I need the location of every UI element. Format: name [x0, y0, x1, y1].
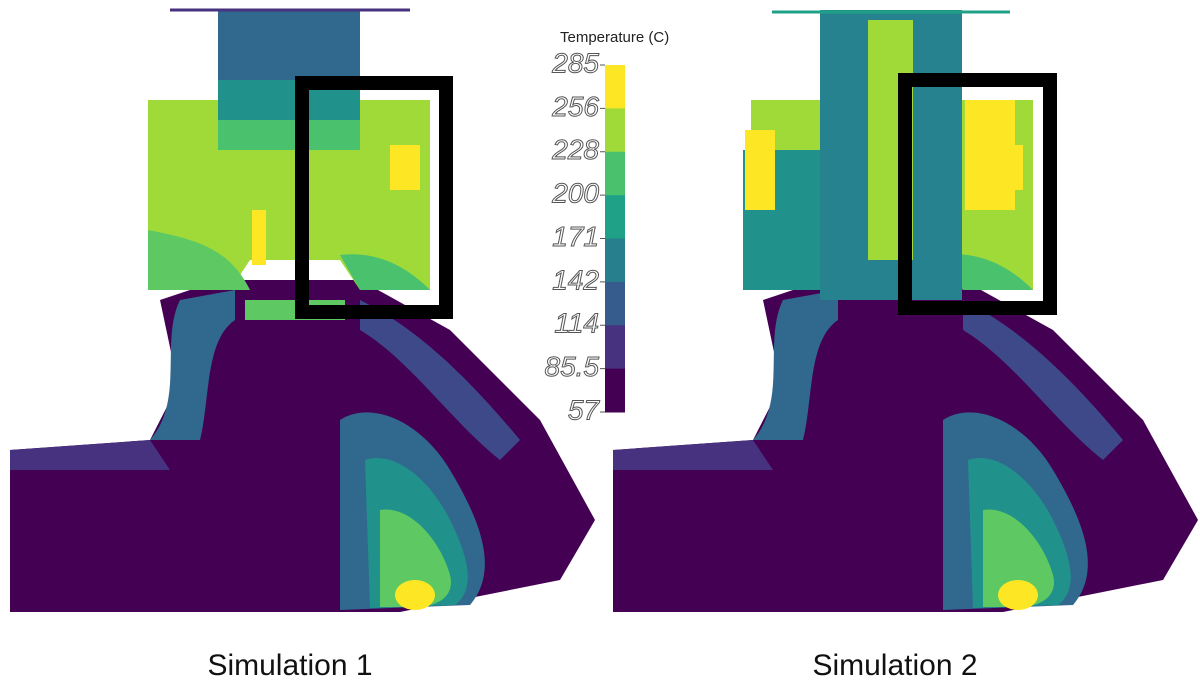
tick-label: 228 — [551, 134, 599, 165]
highlight-box — [295, 76, 453, 319]
tick-label: 57 — [568, 394, 601, 425]
hot-spot — [745, 130, 775, 210]
colorbar-title: Temperature (C) — [560, 29, 669, 46]
colorbar-band — [605, 195, 625, 239]
colorbar-band — [605, 65, 625, 109]
caption: Simulation 1 — [207, 649, 372, 682]
caption: Simulation 2 — [812, 649, 977, 682]
stem — [218, 120, 360, 150]
colorbar-band — [605, 325, 625, 370]
tick-label: 285 — [551, 47, 599, 78]
tick-label: 85.5 — [545, 351, 600, 382]
colorbar-band — [605, 108, 625, 153]
tick-label: 114 — [554, 308, 599, 339]
panel-2: Simulation 2 — [613, 10, 1198, 682]
highlight-box — [898, 73, 1057, 315]
colorbar: Temperature (C) 285 256 228 200 171 142 114 85.… — [544, 29, 669, 426]
tick-label: 256 — [551, 91, 599, 122]
colorbar-band — [605, 238, 625, 283]
panel-1: Simulation 1 — [10, 8, 595, 682]
tick-label: 142 — [552, 264, 599, 295]
tick-label: 171 — [552, 221, 599, 252]
hot-spot — [965, 100, 1015, 210]
colorbar-band — [605, 281, 625, 326]
colorbar-band — [605, 368, 625, 413]
colorbar-band — [605, 151, 625, 196]
tick-label: 200 — [551, 178, 599, 209]
